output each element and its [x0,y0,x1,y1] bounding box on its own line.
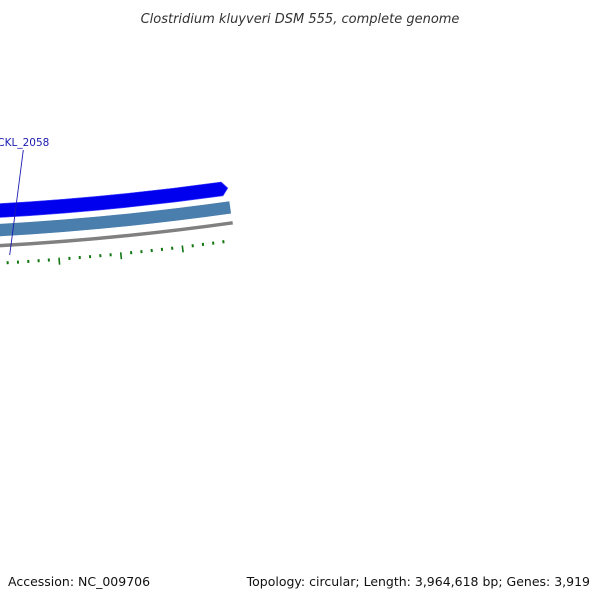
gene-label-group: CKL_2067CKL_2066CKL_2065CKL_2064CKL_2063… [0,137,49,256]
outer-major-tick [119,252,123,260]
feature-track [0,181,232,237]
gene-leader-line [9,149,24,256]
map-title: Clostridium kluyveri DSM 555, complete g… [141,12,460,27]
outer-major-tick [181,245,184,253]
cds-arrow [0,181,229,218]
outer-tick-track [6,240,225,265]
gene-label: CKL_2058 [0,137,49,149]
genome-summary-text: Topology: circular; Length: 3,964,618 bp… [246,574,590,589]
outer-major-tick [58,257,61,265]
genome-backbone [0,221,233,248]
gene-block-steelblue [0,200,232,237]
accession-text: Accession: NC_009706 [8,574,150,589]
